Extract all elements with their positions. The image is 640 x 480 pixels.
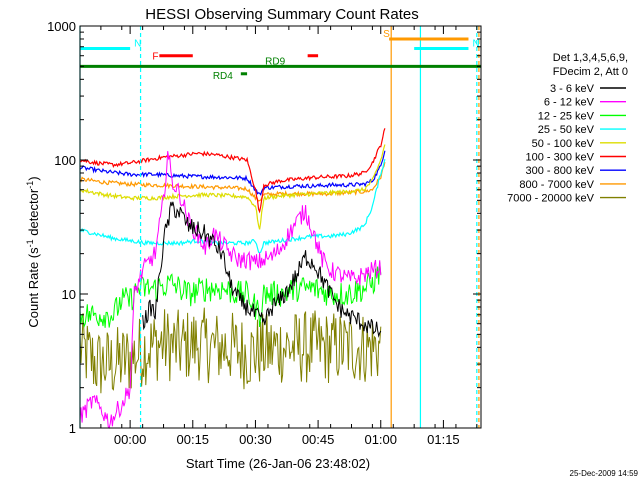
x-tick-label-4: 00:45 bbox=[302, 432, 335, 447]
x-axis-label: Start Time (26-Jan-06 23:48:02) bbox=[186, 456, 370, 471]
flag-label-f-4: F bbox=[152, 52, 158, 63]
series-line-50-100-kev bbox=[79, 144, 386, 230]
chart-title: HESSI Observing Summary Count Rates bbox=[145, 6, 418, 23]
series-line-300-800-kev bbox=[79, 150, 386, 196]
plot-frame bbox=[79, 25, 482, 429]
flag-label-n-2: N bbox=[472, 38, 479, 49]
ylabel-sup1: -1 bbox=[25, 239, 35, 247]
legend-entry-label-7: 300 - 800 keV bbox=[526, 165, 595, 177]
y-tick-label-1: 1 bbox=[69, 421, 76, 436]
legend-entry-label-9: 7000 - 20000 keV bbox=[507, 193, 595, 205]
legend-entry-label-6: 100 - 300 keV bbox=[526, 152, 595, 164]
series-line-3-6-kev bbox=[142, 201, 382, 338]
legend-header-line-2: FDecim 2, Att 0 bbox=[553, 66, 628, 78]
legend-entry-label-2: 6 - 12 keV bbox=[544, 97, 595, 109]
x-tick-label-2: 00:15 bbox=[177, 432, 210, 447]
flag-label-rd4-7: RD4 bbox=[213, 71, 233, 82]
y-tick-label-3: 100 bbox=[54, 153, 76, 168]
ylabel-end: ) bbox=[26, 176, 41, 180]
flag-label-rd9-6: RD9 bbox=[265, 56, 285, 67]
ylabel-main: Count Rate (s bbox=[26, 247, 41, 328]
series-line-25-50-kev bbox=[79, 158, 386, 254]
footer-timestamp: 25-Dec-2009 14:59 bbox=[570, 469, 639, 478]
ylabel-mid: detector bbox=[26, 188, 41, 239]
x-tick-label-6: 01:15 bbox=[427, 432, 460, 447]
flag-label-n-1: N bbox=[134, 38, 141, 49]
x-tick-label-3: 00:30 bbox=[239, 432, 272, 447]
x-tick-label-5: 01:00 bbox=[364, 432, 397, 447]
legend-entry-label-8: 800 - 7000 keV bbox=[519, 179, 594, 191]
y-axis-label-text: Count Rate (s-1 detector-1) bbox=[25, 176, 41, 327]
axis-layer: 1 10 100 1000 00:00 00:15 00:30 00:45 01:00 01:15 bbox=[47, 19, 482, 447]
legend-entry-label-4: 25 - 50 keV bbox=[538, 124, 595, 136]
y-tick-label-2: 10 bbox=[62, 287, 76, 302]
flag-label-s-3: S bbox=[383, 29, 390, 40]
series-line-7000-20000-kev bbox=[79, 307, 382, 394]
flag-layer: N N S F RD9 RD4 bbox=[79, 26, 481, 428]
legend: Det 1,3,4,5,6,9, FDecim 2, Att 0 3 - 6 keV… bbox=[507, 52, 628, 205]
y-axis-label: Count Rate (s-1 detector-1) bbox=[25, 176, 41, 327]
y-tick-label-4: 1000 bbox=[47, 19, 76, 34]
legend-header-line-1: Det 1,3,4,5,6,9, bbox=[553, 52, 628, 64]
ylabel-sup2: -1 bbox=[25, 181, 35, 189]
plot-layer bbox=[79, 128, 386, 429]
series-line-6-12-kev bbox=[79, 151, 382, 429]
legend-entry-label-1: 3 - 6 keV bbox=[550, 83, 595, 95]
legend-entry-label-3: 12 - 25 keV bbox=[538, 110, 595, 122]
x-tick-label-1: 00:00 bbox=[114, 432, 147, 447]
series-line-100-300-kev bbox=[79, 128, 386, 214]
series-line-800-7000-kev bbox=[79, 161, 386, 202]
legend-entry-label-5: 50 - 100 keV bbox=[532, 138, 595, 150]
